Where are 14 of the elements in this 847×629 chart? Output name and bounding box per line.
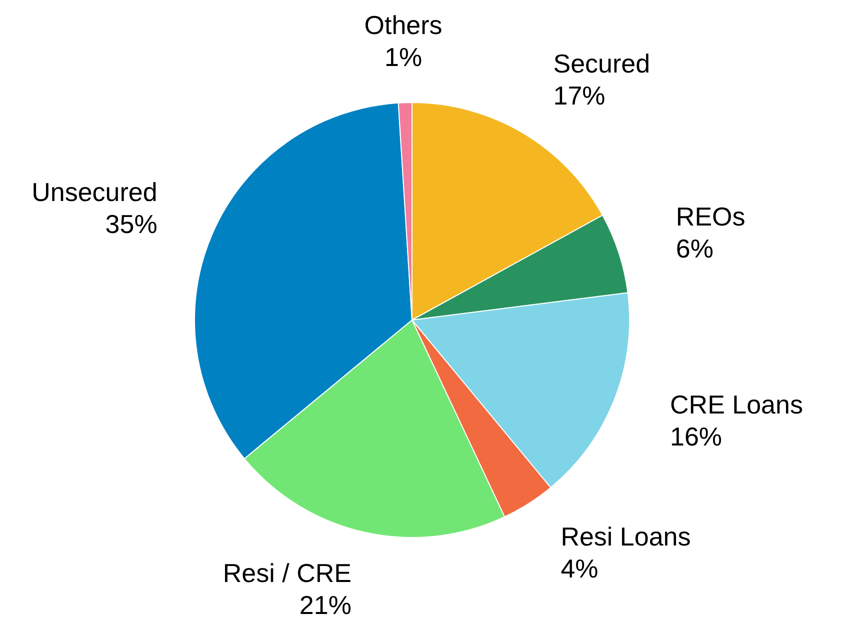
data-label: 16% [670,421,722,452]
data-label: 6% [676,233,714,264]
slice-label: Secured [553,48,650,78]
slice-label: REOs [676,201,746,232]
data-label: 21% [299,590,352,620]
slice-label: Resi / CRE [222,558,352,588]
data-label: 4% [560,553,598,584]
data-label: 17% [553,80,606,110]
slice-label: Others [364,10,442,40]
data-label: 1% [384,42,422,72]
slice-label: Resi Loans [560,521,691,552]
slice-label: Unsecured [32,176,158,207]
data-label: 35% [105,208,158,239]
slice-label: CRE Loans [670,389,803,420]
